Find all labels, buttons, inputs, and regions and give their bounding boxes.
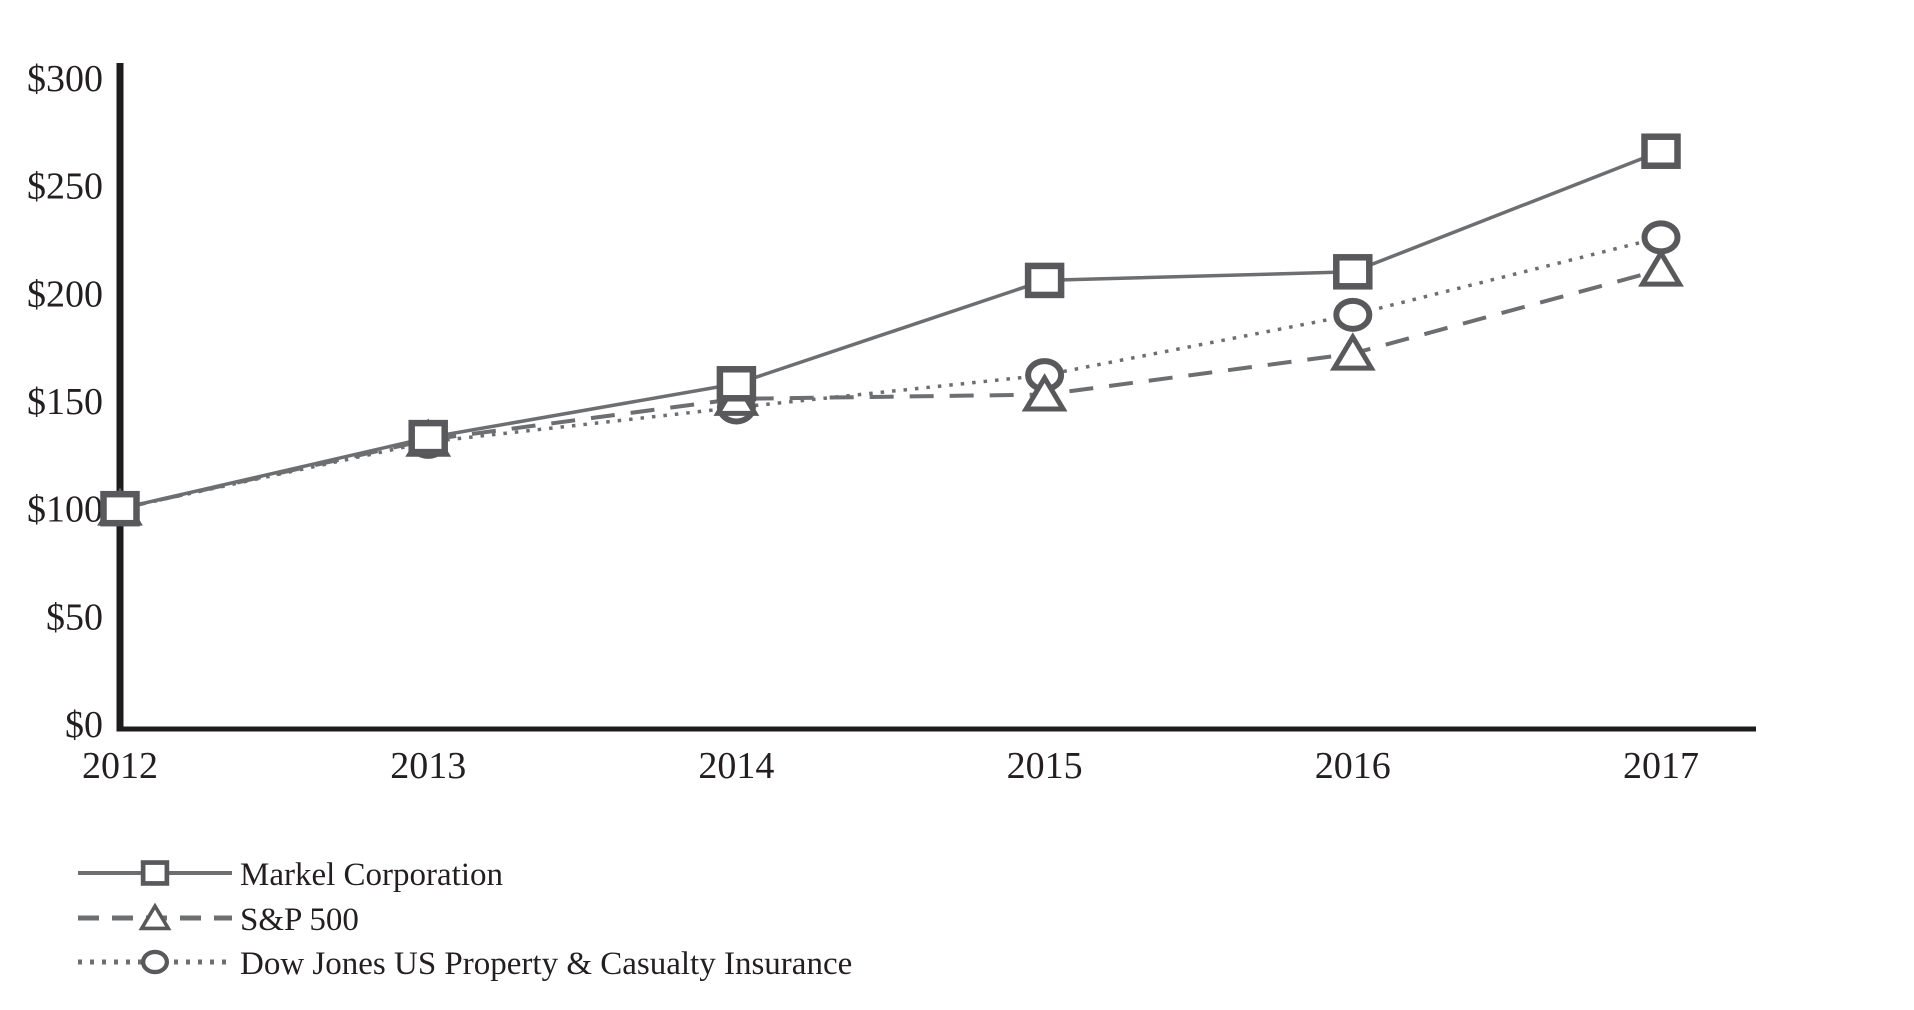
legend-item-dow-jones-us-property-and-casualty-insurance: Dow Jones US Property & Casualty Insuran…: [78, 946, 852, 982]
legend-square-marker-icon: [140, 860, 170, 886]
y-axis-tick-label: $50: [46, 596, 103, 638]
series-line-sandp-500: [119, 267, 1662, 511]
legend: Markel Corporation S&P 500 Dow Jones US Pr…: [78, 857, 852, 982]
series-line-dow-jones-us-property-and-casualty-insurance: [119, 235, 1662, 511]
y-axis-tick-label: $200: [27, 273, 103, 315]
x-axis-tick-label: 2014: [698, 745, 774, 787]
marker-circle-dow-jones-us-property-and-casualty-insurance-2017: [1641, 220, 1681, 255]
x-axis-tick-label: 2016: [1315, 745, 1391, 787]
y-axis-tick-label: $250: [27, 166, 103, 208]
marker-triangle-sandp-500-2016: [1329, 332, 1376, 371]
marker-circle-dow-jones-us-property-and-casualty-insurance-2016: [1333, 297, 1373, 332]
marker-square-markel-corporation-2012: [100, 490, 140, 527]
legend-label: Dow Jones US Property & Casualty Insuran…: [240, 946, 852, 982]
marker-triangle-sandp-500-2017: [1638, 248, 1684, 287]
y-axis-tick-label: $100: [27, 489, 103, 531]
marker-square-markel-corporation-2014: [716, 366, 757, 402]
y-axis-tick-label: $300: [27, 58, 103, 100]
x-axis-tick-label: 2012: [82, 745, 158, 787]
marker-square-markel-corporation-2013: [408, 419, 448, 456]
legend-triangle-marker-icon: [138, 902, 172, 931]
y-axis-tick-label: $0: [65, 704, 103, 746]
x-axis-tick-label: 2015: [1007, 745, 1083, 787]
marker-square-markel-corporation-2015: [1024, 262, 1065, 299]
marker-square-markel-corporation-2017: [1641, 133, 1681, 169]
y-axis-tick-label: $150: [27, 381, 103, 423]
marker-square-markel-corporation-2016: [1333, 254, 1373, 290]
legend-label: Markel Corporation: [240, 857, 503, 893]
legend-item-markel-corporation: Markel Corporation: [78, 857, 503, 893]
legend-item-sandp-500: S&P 500: [78, 902, 359, 938]
legend-label: S&P 500: [240, 902, 359, 938]
x-axis-tick-label: 2017: [1623, 745, 1699, 787]
x-axis-tick-label: 2013: [390, 745, 466, 787]
legend-circle-marker-icon: [140, 949, 170, 975]
series-line-markel-corporation: [119, 149, 1662, 511]
marker-triangle-sandp-500-2015: [1021, 373, 1068, 412]
